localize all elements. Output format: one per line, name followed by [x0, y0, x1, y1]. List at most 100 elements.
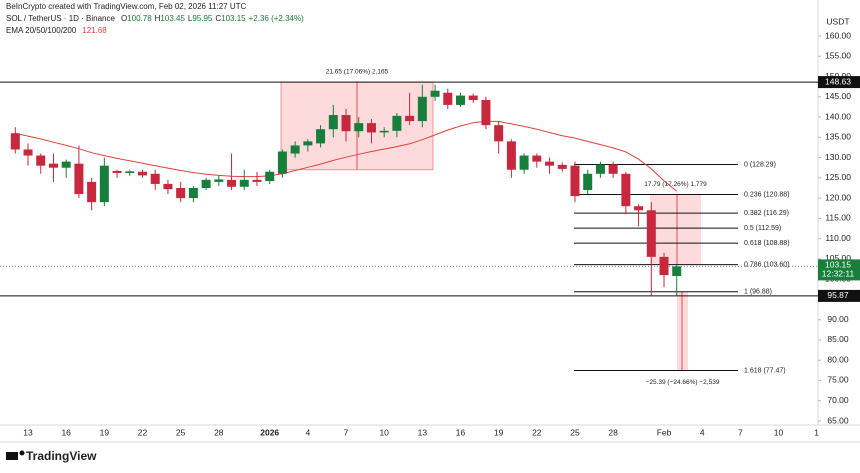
measure-label: 21.65 (17.06%) 2,165: [326, 69, 389, 76]
fib-label: 0.382 (116.29): [744, 210, 789, 217]
y-tick-label: 70.00: [827, 395, 849, 405]
x-tick-label: 19: [494, 427, 504, 437]
ohlc-key: H: [155, 14, 161, 23]
candle-body: [570, 165, 580, 197]
price-tag-label: 103.15: [825, 260, 851, 270]
logo-icon: [6, 452, 18, 460]
y-tick-label: 120.00: [825, 192, 851, 202]
candle-body: [366, 123, 376, 133]
candle-body: [595, 164, 605, 174]
candle-body: [659, 256, 669, 276]
y-tick-label: 90.00: [827, 314, 849, 324]
price-tag: [818, 259, 860, 281]
candle-body: [48, 163, 58, 168]
candle-body: [61, 161, 71, 168]
x-tick-label: 22: [138, 427, 148, 437]
fib-label: 0.5 (112.59): [744, 225, 781, 232]
candle-body: [405, 115, 415, 122]
candle-body: [201, 179, 211, 188]
y-tick-label: 105.00: [825, 253, 851, 263]
candle-body: [354, 123, 364, 132]
y-tick-label: 115.00: [825, 213, 851, 223]
x-tick-label: 7: [344, 427, 349, 437]
fib-label: 0.786 (103.60): [744, 261, 790, 268]
x-tick-label: 25: [570, 427, 580, 437]
y-tick-label: 110.00: [825, 233, 851, 243]
candle-body: [265, 171, 275, 182]
candle-body: [557, 164, 567, 169]
ohlc-key: C: [215, 14, 221, 23]
price-tag-label: 148.63: [825, 76, 851, 86]
y-tick-label: 65.00: [827, 415, 849, 425]
candle-body: [519, 155, 529, 170]
candle-body: [125, 171, 135, 173]
y-tick-label: 150.00: [825, 71, 851, 81]
candle-body: [430, 90, 440, 97]
candle-body: [176, 187, 186, 199]
x-tick-label: 10: [379, 427, 389, 437]
countdown: 12:32:11: [822, 269, 855, 279]
candle-body: [163, 183, 173, 190]
fib-label: 0 (128.29): [744, 161, 776, 168]
ohlc-value: 100.78: [127, 14, 152, 23]
candle-body: [252, 179, 262, 182]
candle-body: [379, 130, 389, 133]
candle-body: [99, 165, 109, 203]
candle-body: [36, 155, 46, 166]
y-tick-label: 140.00: [825, 111, 851, 121]
credit: BeInCrypto created with TradingView.com,…: [6, 2, 247, 11]
fib-label: 0.618 (108.88): [744, 240, 790, 247]
candle-body: [214, 179, 224, 182]
candle-body: [634, 206, 644, 211]
x-tick-label: 13: [23, 427, 33, 437]
y-tick-label: 155.00: [825, 51, 851, 61]
x-tick-label: 25: [176, 427, 186, 437]
ema-name: EMA 20/50/100/200: [6, 26, 77, 35]
fib-label: 1.618 (77.47): [744, 367, 786, 374]
candle-body: [328, 115, 338, 130]
candle-body: [316, 129, 326, 144]
candle-body: [621, 173, 631, 207]
fib-label: 1 (96.88): [744, 289, 772, 296]
candle-body: [608, 164, 618, 174]
x-tick-label: 22: [532, 427, 542, 437]
candle-body: [239, 179, 249, 187]
candle-body: [494, 125, 504, 142]
candle-body: [468, 95, 478, 101]
ohlc-value: 103.45: [160, 14, 185, 23]
x-tick-label: 10: [774, 427, 784, 437]
candle-body: [481, 100, 491, 126]
y-tick-label: 145.00: [825, 91, 851, 101]
x-tick-label: 28: [214, 427, 224, 437]
ohlc-key: L: [188, 14, 193, 23]
candle-body: [532, 155, 542, 162]
currency: USDT: [826, 16, 849, 26]
x-tick-label: 19: [100, 427, 110, 437]
ohlc-key: O: [121, 14, 127, 23]
fib-label: 0.236 (120.88): [744, 191, 790, 198]
candle-body: [23, 149, 33, 156]
candle-body: [150, 173, 160, 184]
price-tag: [818, 289, 860, 302]
x-tick-label: 1: [814, 427, 819, 437]
symbol-line: SOL / TetherUS · 1D · Binance O100.78 H103…: [6, 14, 304, 23]
y-tick-label: 80.00: [827, 354, 849, 364]
x-tick-label: 4: [700, 427, 705, 437]
ohlc-value: 95.95: [192, 14, 213, 23]
change: +2.36 (+2.34%): [249, 14, 304, 23]
y-tick-label: 130.00: [825, 152, 851, 162]
candle-body: [227, 179, 237, 187]
y-tick-label: 135.00: [825, 132, 851, 142]
candle-body: [87, 181, 97, 203]
candle-body: [456, 95, 465, 105]
candle-body: [341, 115, 351, 132]
candle-body: [545, 161, 555, 166]
measure-box: [650, 194, 701, 265]
x-tick-label: 7: [738, 427, 743, 437]
candle-body: [506, 141, 516, 170]
x-tick-label: 2026: [260, 427, 279, 437]
candle-body: [303, 141, 313, 146]
candle-body: [672, 266, 682, 276]
